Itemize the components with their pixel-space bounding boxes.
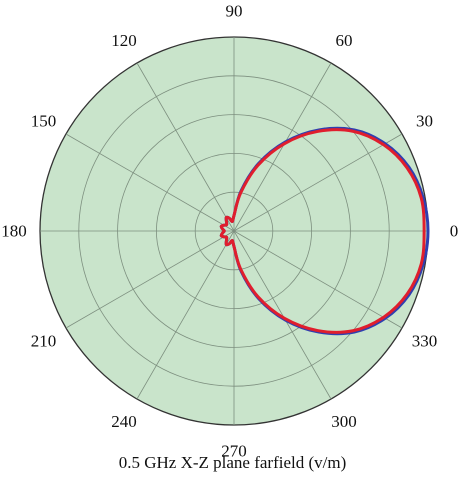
- grid-spoke: [65, 133, 235, 232]
- angle-tick-label: 90: [226, 2, 243, 21]
- angle-tick-label: 180: [1, 222, 27, 241]
- angle-tick-label: 60: [336, 31, 353, 50]
- chart-title: 0.5 GHz X-Z plane farfield (v/m): [118, 453, 347, 472]
- angle-tick-label: 240: [111, 412, 137, 431]
- angle-tick-label: 30: [416, 112, 433, 131]
- angle-tick-labels: 0 30 60 90 120 150 180 210 240 270 300 330: [1, 2, 458, 461]
- series-layer: [219, 126, 430, 336]
- angle-tick-label: 150: [31, 112, 57, 131]
- angle-tick-label: 210: [31, 332, 57, 351]
- angular-grid: [40, 37, 428, 425]
- angle-tick-label: 330: [412, 332, 438, 351]
- grid-spoke: [136, 62, 235, 232]
- angle-tick-label: 270: [221, 442, 247, 461]
- grid-spoke: [233, 133, 403, 232]
- grid-spoke: [233, 62, 332, 232]
- series-line-2: [219, 128, 426, 334]
- grid-spoke: [65, 230, 235, 329]
- angle-tick-label: 300: [331, 412, 357, 431]
- grid-spoke: [136, 230, 235, 400]
- angle-tick-label: 0: [450, 222, 459, 241]
- grid-spoke: [233, 230, 332, 400]
- grid-spoke: [233, 230, 403, 329]
- angle-tick-label: 120: [111, 31, 137, 50]
